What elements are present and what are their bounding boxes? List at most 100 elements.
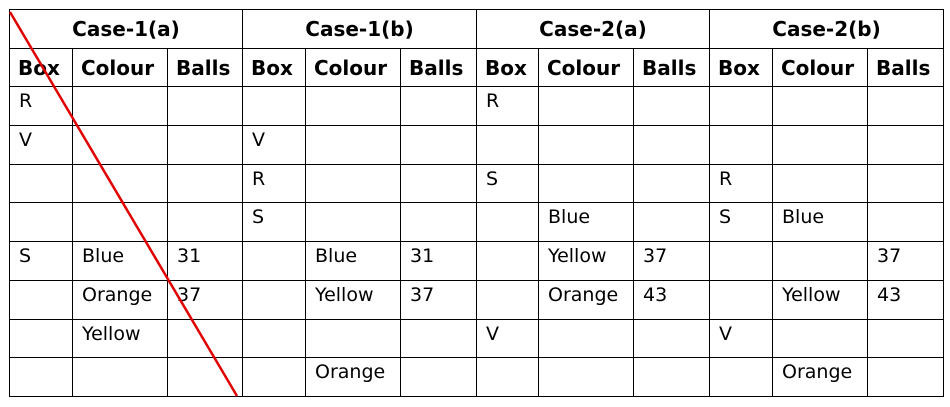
table-cell: S	[709, 202, 773, 243]
table-cell: 37	[400, 279, 477, 320]
table-cell	[400, 318, 477, 359]
column-header-balls: Balls	[400, 47, 477, 88]
case-header: Case-2(a)	[476, 9, 710, 49]
table-cell	[9, 163, 73, 204]
column-header-colour: Colour	[538, 47, 634, 88]
table-cell	[305, 202, 401, 243]
table-cell: 31	[400, 241, 477, 281]
table-row: Yellow V V	[9, 318, 944, 359]
table-cell: R	[9, 86, 73, 127]
table-cell	[167, 357, 243, 397]
table-cell: Blue	[538, 202, 634, 243]
table-cell: Yellow	[772, 279, 868, 320]
table-cell: S	[9, 241, 73, 281]
column-header-box: Box	[9, 47, 73, 88]
table-cell: Blue	[305, 241, 401, 281]
table-cell	[709, 241, 773, 281]
table-cell: S	[476, 163, 539, 204]
table-cell	[538, 318, 634, 359]
table-cell	[72, 202, 168, 243]
table-cell: V	[242, 125, 306, 165]
table-cell: Blue	[72, 241, 168, 281]
table-cell: Orange	[772, 357, 868, 397]
table-cell: 43	[867, 279, 944, 320]
table-row: Orange 37 Yellow 37 Orange 43 Yellow 43	[9, 279, 944, 320]
table-cell: V	[709, 318, 773, 359]
table-cell	[709, 125, 773, 165]
table-cell	[867, 86, 944, 127]
table-cell: 31	[167, 241, 243, 281]
table-cell	[305, 125, 401, 165]
table-cell	[867, 318, 944, 359]
table-cell	[476, 241, 539, 281]
table-cell	[633, 318, 710, 359]
table-cell	[9, 357, 73, 397]
table-cell: Blue	[772, 202, 868, 243]
table-cell	[476, 202, 539, 243]
column-header-colour: Colour	[305, 47, 401, 88]
table-row: Orange Orange	[9, 357, 944, 397]
table-cell	[633, 163, 710, 204]
table-cell	[400, 86, 477, 127]
table-cell	[476, 279, 539, 320]
table-cell: Orange	[305, 357, 401, 397]
table-cell	[167, 318, 243, 359]
column-header-box: Box	[242, 47, 306, 88]
table-cell	[538, 125, 634, 165]
table-cell	[9, 202, 73, 243]
table-cell	[72, 125, 168, 165]
column-header-balls: Balls	[867, 47, 944, 88]
table-cell	[400, 163, 477, 204]
table-cell	[9, 279, 73, 320]
table-cell	[72, 163, 168, 204]
table-cell	[305, 163, 401, 204]
case-header: Case-1(b)	[242, 9, 477, 49]
table-cell: R	[709, 163, 773, 204]
cases-table: Case-1(a) Case-1(b) Case-2(a) Case-2(b) …	[9, 9, 944, 397]
table-cell: 37	[633, 241, 710, 281]
table-row: S Blue S Blue	[9, 202, 944, 243]
table-cell: Yellow	[305, 279, 401, 320]
table-cell	[476, 357, 539, 397]
table-cell	[167, 86, 243, 127]
table-cell: Orange	[538, 279, 634, 320]
table-cell	[538, 86, 634, 127]
table-cell	[867, 202, 944, 243]
table-cell	[772, 163, 868, 204]
table-cell	[538, 163, 634, 204]
table-cell	[242, 86, 306, 127]
table-cell	[476, 125, 539, 165]
column-header-colour: Colour	[72, 47, 168, 88]
table-row: S Blue 31 Blue 31 Yellow 37 37	[9, 241, 944, 281]
table-cell: S	[242, 202, 306, 243]
table-cell: Yellow	[538, 241, 634, 281]
table-cell	[709, 86, 773, 127]
table-cell	[772, 318, 868, 359]
table-cell	[242, 241, 306, 281]
table-cell	[633, 86, 710, 127]
table-cell: V	[476, 318, 539, 359]
table-cell	[709, 357, 773, 397]
column-header-balls: Balls	[167, 47, 243, 88]
column-header-colour: Colour	[772, 47, 868, 88]
table-cell	[400, 202, 477, 243]
table-cell	[242, 318, 306, 359]
column-header-balls: Balls	[633, 47, 710, 88]
table-cell	[242, 357, 306, 397]
table-cell: R	[242, 163, 306, 204]
column-header-box: Box	[476, 47, 539, 88]
table-cell	[167, 125, 243, 165]
case-header: Case-1(a)	[9, 9, 243, 49]
table-cell: 43	[633, 279, 710, 320]
table-cell	[772, 125, 868, 165]
column-header-box: Box	[709, 47, 773, 88]
table-cell	[400, 357, 477, 397]
table-cell	[709, 279, 773, 320]
table-cell	[633, 357, 710, 397]
table-cell: Orange	[72, 279, 168, 320]
table-cell	[400, 125, 477, 165]
table-cell	[242, 279, 306, 320]
table-cell: V	[9, 125, 73, 165]
